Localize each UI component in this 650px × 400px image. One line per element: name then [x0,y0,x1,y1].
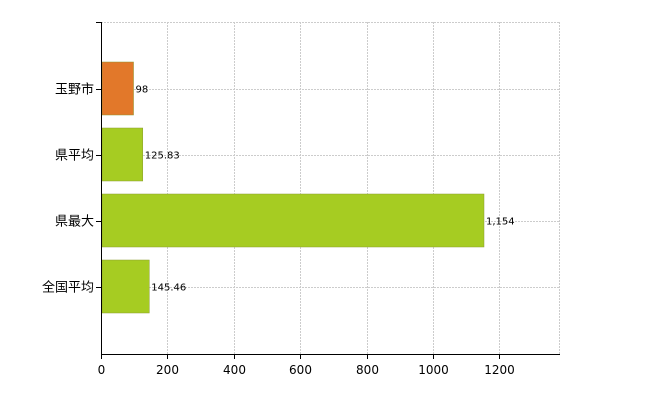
data-label-0: 98 [136,85,149,96]
data-label-1: 125.83 [145,151,180,162]
bar-3 [101,259,150,314]
bar-1 [101,127,144,182]
bars [101,61,485,314]
labels: 98 125.83 1,154 145.46 0 200 400 600 800 1000 1200… [42,82,515,378]
category-label-0: 玉野市 [55,82,94,98]
x-tick-label-6: 1200 [484,363,515,377]
grid-lines [101,22,560,354]
bar-2 [101,193,485,248]
data-label-3: 145.46 [151,283,186,294]
x-tick-label-0: 0 [98,363,106,377]
x-tick-label-2: 400 [223,363,246,377]
category-label-1: 県平均 [55,149,94,164]
x-tick-label-4: 800 [356,363,379,377]
bar-0 [101,61,134,116]
category-label-2: 県最大 [55,215,94,230]
x-tick-label-5: 1000 [418,363,449,377]
x-tick-label-1: 200 [156,363,179,377]
x-tick-label-3: 600 [289,363,312,377]
data-label-2: 1,154 [486,217,515,228]
category-label-3: 全国平均 [42,280,94,296]
axes [96,22,560,359]
